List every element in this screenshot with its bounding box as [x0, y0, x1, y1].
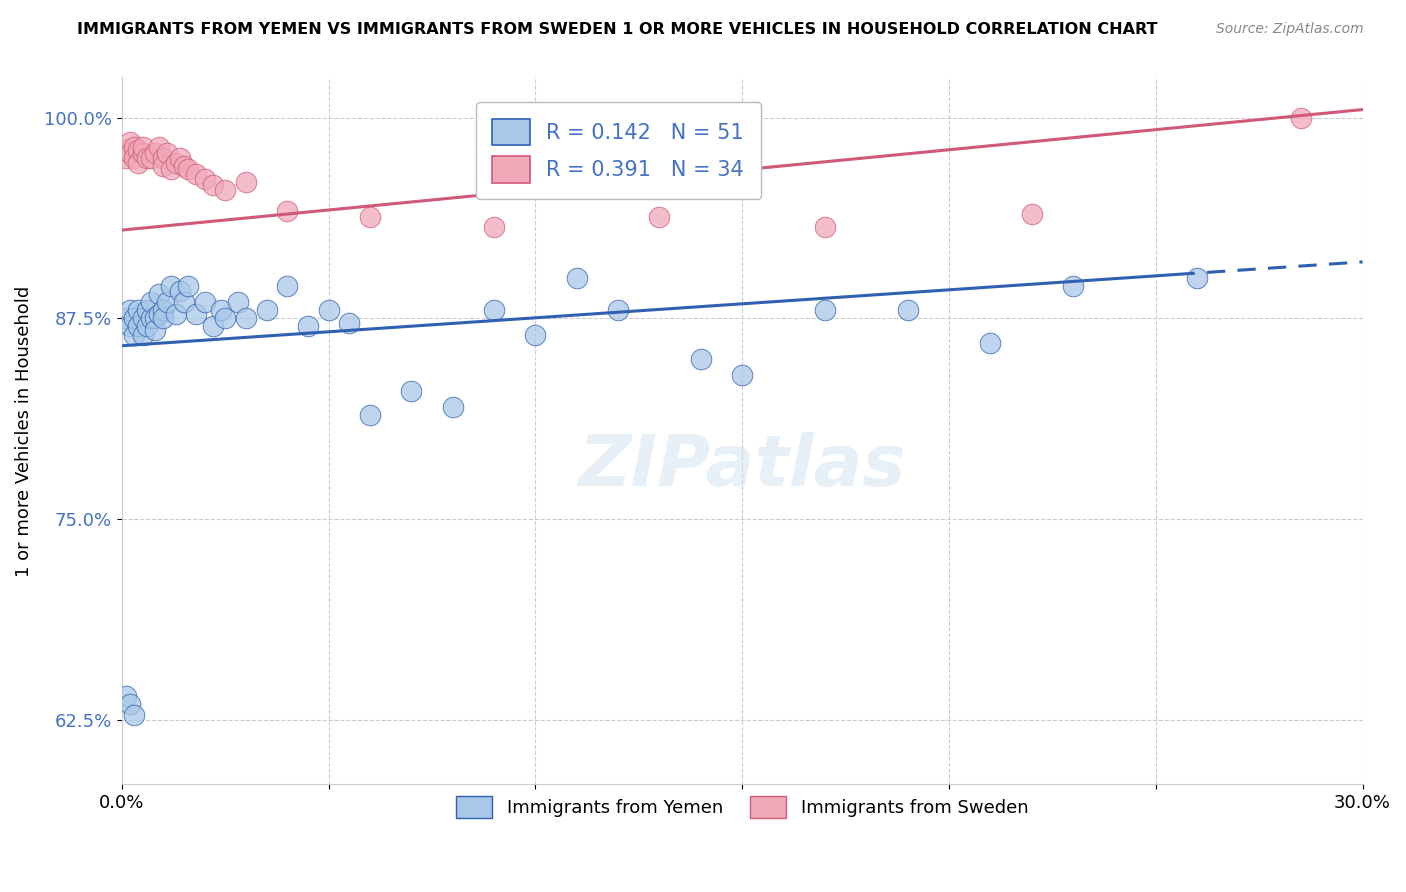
- Point: [193, 171, 215, 186]
- Point: [565, 271, 588, 285]
- Point: [359, 408, 381, 422]
- Point: [143, 311, 166, 326]
- Point: [148, 287, 170, 301]
- Point: [165, 155, 187, 169]
- Point: [152, 159, 174, 173]
- Legend: Immigrants from Yemen, Immigrants from Sweden: Immigrants from Yemen, Immigrants from S…: [449, 789, 1035, 825]
- Point: [897, 303, 920, 318]
- Y-axis label: 1 or more Vehicles in Household: 1 or more Vehicles in Household: [15, 285, 32, 576]
- Point: [209, 303, 232, 318]
- Point: [276, 279, 298, 293]
- Point: [160, 161, 183, 176]
- Point: [524, 327, 547, 342]
- Point: [441, 400, 464, 414]
- Point: [152, 303, 174, 318]
- Point: [135, 319, 157, 334]
- Point: [731, 368, 754, 382]
- Point: [135, 151, 157, 165]
- Point: [482, 219, 505, 234]
- Point: [186, 307, 208, 321]
- Point: [169, 284, 191, 298]
- Point: [318, 303, 340, 318]
- Point: [814, 219, 837, 234]
- Point: [165, 307, 187, 321]
- Point: [120, 135, 142, 149]
- Point: [401, 384, 423, 398]
- Text: IMMIGRANTS FROM YEMEN VS IMMIGRANTS FROM SWEDEN 1 OR MORE VEHICLES IN HOUSEHOLD : IMMIGRANTS FROM YEMEN VS IMMIGRANTS FROM…: [77, 22, 1157, 37]
- Point: [148, 139, 170, 153]
- Point: [214, 311, 236, 326]
- Point: [120, 319, 142, 334]
- Point: [689, 351, 711, 366]
- Point: [226, 295, 249, 310]
- Point: [115, 143, 138, 157]
- Point: [122, 327, 145, 342]
- Point: [127, 303, 149, 318]
- Point: [120, 303, 142, 318]
- Point: [160, 279, 183, 293]
- Point: [156, 295, 179, 310]
- Point: [177, 161, 200, 176]
- Point: [131, 139, 153, 153]
- Point: [201, 178, 224, 193]
- Point: [1289, 111, 1312, 125]
- Point: [482, 303, 505, 318]
- Point: [127, 319, 149, 334]
- Point: [139, 151, 162, 165]
- Point: [135, 303, 157, 318]
- Point: [115, 689, 138, 703]
- Point: [979, 335, 1001, 350]
- Point: [214, 183, 236, 197]
- Point: [127, 143, 149, 157]
- Point: [276, 203, 298, 218]
- Point: [152, 151, 174, 165]
- Point: [201, 319, 224, 334]
- Point: [139, 295, 162, 310]
- Point: [152, 311, 174, 326]
- Point: [122, 139, 145, 153]
- Point: [607, 303, 630, 318]
- Point: [814, 303, 837, 318]
- Point: [177, 279, 200, 293]
- Point: [337, 316, 360, 330]
- Point: [173, 295, 195, 310]
- Point: [156, 145, 179, 160]
- Point: [115, 151, 138, 165]
- Point: [235, 311, 257, 326]
- Point: [256, 303, 278, 318]
- Point: [139, 311, 162, 326]
- Point: [122, 708, 145, 723]
- Point: [359, 211, 381, 225]
- Point: [122, 311, 145, 326]
- Text: Source: ZipAtlas.com: Source: ZipAtlas.com: [1216, 22, 1364, 37]
- Point: [1062, 279, 1084, 293]
- Point: [169, 151, 191, 165]
- Point: [648, 211, 671, 225]
- Point: [115, 311, 138, 326]
- Point: [148, 307, 170, 321]
- Point: [143, 323, 166, 337]
- Point: [193, 295, 215, 310]
- Point: [131, 327, 153, 342]
- Point: [235, 175, 257, 189]
- Point: [297, 319, 319, 334]
- Point: [186, 167, 208, 181]
- Point: [120, 145, 142, 160]
- Point: [131, 145, 153, 160]
- Point: [127, 155, 149, 169]
- Point: [120, 697, 142, 711]
- Point: [1021, 207, 1043, 221]
- Point: [1185, 271, 1208, 285]
- Point: [122, 151, 145, 165]
- Point: [131, 311, 153, 326]
- Text: ZIPatlas: ZIPatlas: [578, 432, 905, 500]
- Point: [143, 145, 166, 160]
- Point: [173, 159, 195, 173]
